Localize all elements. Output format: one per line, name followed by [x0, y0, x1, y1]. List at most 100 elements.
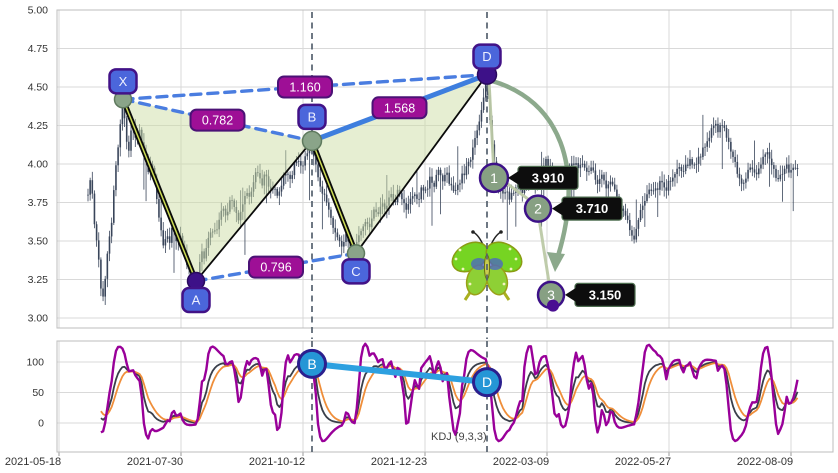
x-axis-tick-label: 2021-07-30: [127, 456, 183, 468]
candle-body: [130, 130, 132, 151]
ratio-label-box-1.160: [277, 75, 333, 99]
candle-body: [336, 232, 339, 238]
x-axis-tick-label: 2021-10-12: [249, 456, 305, 468]
candle-body: [693, 164, 696, 166]
candle-body: [603, 174, 605, 181]
candle-body: [323, 193, 326, 195]
candle-body: [459, 183, 461, 185]
price-axis-tick-label: 3.50: [28, 236, 49, 248]
candle-body: [171, 227, 173, 243]
butterfly-wing-patch: [471, 258, 487, 270]
candle-body: [297, 161, 300, 162]
candle-body: [416, 194, 418, 199]
candle-body: [648, 189, 650, 195]
candle-body: [117, 147, 119, 166]
candle-body: [108, 236, 111, 254]
candle-body: [697, 156, 700, 164]
candle-body: [758, 168, 760, 175]
candle-body: [650, 189, 653, 191]
pattern-leg-core-XA: [122, 99, 197, 282]
candle-body: [747, 169, 749, 179]
candle-body: [762, 156, 764, 165]
harmonic-pattern-overlay: 0.782 1.160 1.568 0.796 1 3.910 2 3.710 3 3.150 X A…: [108, 12, 636, 452]
indicator-marker-D[interactable]: [472, 367, 502, 398]
candle-body: [484, 80, 487, 98]
candle-body: [469, 159, 472, 162]
candle-body: [609, 181, 612, 185]
candle-body: [596, 179, 599, 184]
x-axis-tick-label: 2022-05-27: [615, 456, 671, 468]
pattern-badge-B[interactable]: [297, 103, 327, 131]
candle-body: [661, 180, 663, 183]
indicator-panel-border: [56, 340, 834, 453]
indicator-marker-connector: [311, 360, 488, 386]
candle-body: [340, 241, 343, 247]
candle-body: [770, 158, 773, 166]
pattern-badge-A[interactable]: [181, 286, 211, 314]
candle-body: [601, 174, 603, 179]
candle-body: [788, 164, 790, 173]
candle-body: [755, 172, 758, 175]
candle-body: [168, 236, 171, 243]
x-axis-tick-label: 2022-03-09: [493, 456, 549, 468]
pattern-badge-C[interactable]: [341, 258, 371, 285]
candle-body: [654, 188, 657, 191]
candle-body: [704, 146, 706, 148]
pattern-badge-X[interactable]: [108, 68, 138, 95]
candle-body: [465, 166, 468, 176]
candle-body: [764, 154, 767, 157]
candle-body: [472, 147, 474, 160]
candle-body: [300, 161, 302, 166]
candle-body: [476, 130, 478, 139]
candle-body: [287, 173, 289, 175]
candle-body: [717, 123, 719, 133]
price-axis-tick-label: 3.00: [28, 313, 49, 325]
candle-body: [545, 159, 547, 166]
butterfly-image: [451, 230, 523, 301]
candle-body: [646, 194, 648, 201]
candle-body: [512, 192, 515, 194]
ratio-label-1.568: 1.568: [384, 101, 415, 115]
candle-body: [102, 288, 104, 297]
candle-body: [317, 164, 319, 178]
candle-body: [738, 173, 741, 179]
pattern-badge-D[interactable]: [472, 43, 502, 70]
candle-body: [792, 167, 794, 171]
candle-body: [506, 191, 509, 193]
candle-body: [100, 259, 102, 289]
indicator-axis-tick-label: 0: [38, 418, 44, 430]
pattern-fill-1: [123, 99, 312, 282]
butterfly-wing-dot: [509, 267, 513, 271]
price-axis-tick-label: 3.75: [28, 197, 49, 209]
candle-body: [573, 163, 575, 165]
pattern-point-B[interactable]: [301, 130, 323, 152]
indicator-marker-B[interactable]: [297, 348, 327, 379]
price-axis-tick-label: 5.00: [28, 5, 49, 17]
candle-body: [659, 180, 661, 190]
candle-body: [751, 167, 754, 170]
candle-body: [766, 152, 769, 155]
candle-body: [768, 152, 771, 159]
candle-body: [461, 173, 463, 184]
candle-body: [308, 149, 311, 154]
candle-body: [429, 176, 431, 189]
candle-body: [616, 189, 618, 197]
candle-body: [338, 237, 341, 242]
candle-body: [656, 188, 659, 190]
candle-body: [444, 174, 446, 182]
candle-body: [732, 151, 734, 157]
candle-body: [644, 200, 646, 206]
candle-body: [403, 199, 405, 204]
candle-body: [682, 171, 685, 172]
candle-body: [162, 230, 165, 246]
candle-body: [304, 156, 306, 166]
candle-body: [302, 165, 304, 167]
candle-body: [422, 187, 425, 191]
candle-body: [622, 208, 625, 211]
candle-body: [607, 184, 610, 189]
candle-body: [629, 220, 631, 231]
candle-body: [282, 175, 285, 186]
candle-body: [87, 194, 89, 196]
candle-body: [631, 230, 633, 236]
